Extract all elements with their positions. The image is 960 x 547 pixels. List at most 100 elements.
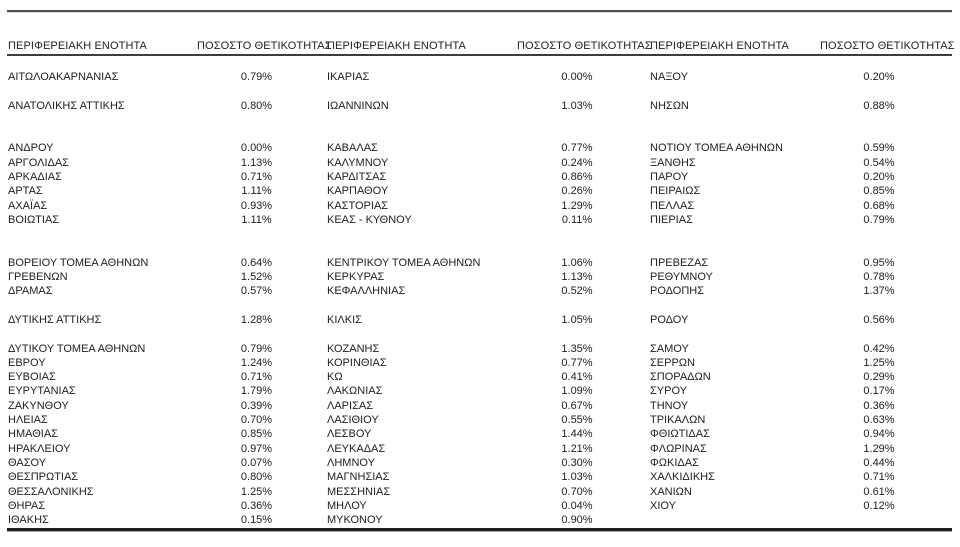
positivity-value-cell: 1.09% xyxy=(561,385,593,398)
region-name-cell: ΠΑΡΟΥ xyxy=(650,171,689,184)
positivity-value-cell: 1.13% xyxy=(240,156,273,169)
positivity-value-cell: 0.39% xyxy=(240,399,273,412)
region-name-cell: ΜΥΚΟΝΟΥ xyxy=(327,514,383,527)
positivity-value-cell: 0.17% xyxy=(863,385,895,398)
table-row: ΑΧΑΪΑΣ 0.93% ΚΑΣΤΟΡΙΑΣ 1.29% ΠΕΛΛΑΣ 0.68% xyxy=(7,199,952,213)
region-name-cell: ΚΟΡΙΝΘΙΑΣ xyxy=(327,356,387,369)
positivity-value-cell: 0.71% xyxy=(240,371,273,384)
region-name-cell: ΚΑΒΑΛΑΣ xyxy=(327,142,378,155)
table-row: ΙΘΑΚΗΣ 0.15% ΜΥΚΟΝΟΥ 0.90% xyxy=(7,514,952,528)
positivity-value-cell: 0.80% xyxy=(240,99,273,112)
positivity-value-cell: 1.11% xyxy=(241,213,272,226)
positivity-value-cell: 0.78% xyxy=(863,271,895,284)
positivity-value-cell: 0.85% xyxy=(240,428,273,441)
positivity-value-cell: 0.00% xyxy=(561,70,593,83)
region-name-cell: ΠΙΕΡΙΑΣ xyxy=(650,213,693,226)
positivity-table: ΠΕΡΙΦΕΡΕΙΑΚΗ ΕΝΟΤΗΤΑ ΠΟΣΟΣΤΟ ΘΕΤΙΚΟΤΗΤΑΣ… xyxy=(7,10,955,532)
region-name-cell: ΚΕΡΚΥΡΑΣ xyxy=(327,271,385,284)
region-name-cell: ΠΕΛΛΑΣ xyxy=(650,199,695,212)
region-name-cell: ΙΘΑΚΗΣ xyxy=(8,514,49,527)
positivity-value-cell: 1.29% xyxy=(561,199,593,212)
positivity-value-cell: 0.86% xyxy=(561,171,593,184)
table-row: ΘΗΡΑΣ 0.36% ΜΗΛΟΥ 0.04% ΧΙΟΥ 0.12% xyxy=(7,499,952,513)
region-name-cell: ΚΑΣΤΟΡΙΑΣ xyxy=(327,199,389,212)
region-name-cell: ΙΚΑΡΙΑΣ xyxy=(327,70,370,83)
positivity-value-cell: 0.77% xyxy=(561,142,593,155)
region-name-cell: ΠΕΙΡΑΙΩΣ xyxy=(650,185,701,198)
positivity-value-cell: 1.28% xyxy=(240,313,273,326)
region-name-cell: ΑΙΤΩΛΟΑΚΑΡΝΑΝΙΑΣ xyxy=(8,70,119,83)
positivity-value-cell: 0.79% xyxy=(863,213,895,226)
region-name-cell: ΦΛΩΡΙΝΑΣ xyxy=(650,442,707,455)
positivity-value-cell: 0.68% xyxy=(863,199,895,212)
positivity-value-cell: 0.79% xyxy=(240,70,273,83)
region-name-cell: ΜΗΛΟΥ xyxy=(327,499,367,512)
region-name-cell: ΣΕΡΡΩΝ xyxy=(650,356,695,369)
positivity-value-cell: 0.20% xyxy=(863,171,895,184)
positivity-value-cell: 0.36% xyxy=(240,499,273,512)
positivity-value-cell: 0.71% xyxy=(863,471,895,484)
positivity-value-cell: 0.52% xyxy=(561,285,593,298)
spacer-row xyxy=(7,228,952,242)
region-name-cell: ΡΟΔΟΠΗΣ xyxy=(650,285,705,298)
positivity-value-cell: 0.85% xyxy=(863,185,895,198)
region-name-cell: ΛΕΣΒΟΥ xyxy=(327,428,372,441)
region-name-cell: ΒΟΙΩΤΙΑΣ xyxy=(8,213,60,226)
positivity-value-cell: 0.42% xyxy=(863,342,895,355)
positivity-value-cell: 0.79% xyxy=(240,342,273,355)
positivity-value-cell: 0.20% xyxy=(863,70,895,83)
positivity-value-cell: 1.06% xyxy=(561,256,593,269)
region-name-cell: ΘΗΡΑΣ xyxy=(8,499,46,512)
region-name-cell: ΒΟΡΕΙΟΥ ΤΟΜΕΑ ΑΘΗΝΩΝ xyxy=(8,256,149,269)
table-row: ΑΝΑΤΟΛΙΚΗΣ ΑΤΤΙΚΗΣ 0.80% ΙΩΑΝΝΙΝΩΝ 1.03% ΝΗΣ… xyxy=(7,99,952,113)
region-name-cell: ΑΝΑΤΟΛΙΚΗΣ ΑΤΤΙΚΗΣ xyxy=(8,99,125,112)
positivity-value-cell: 1.37% xyxy=(863,285,895,298)
positivity-value-cell: 1.79% xyxy=(240,385,273,398)
region-name-cell: ΤΡΙΚΑΛΩΝ xyxy=(650,414,706,427)
positivity-value-cell: 0.57% xyxy=(240,285,273,298)
positivity-value-cell: 1.11% xyxy=(241,185,272,198)
positivity-value-cell: 0.94% xyxy=(863,428,895,441)
positivity-value-cell: 0.77% xyxy=(561,356,593,369)
region-name-cell: ΑΡΚΑΔΙΑΣ xyxy=(8,171,62,184)
region-name-cell: ΦΘΙΩΤΙΔΑΣ xyxy=(650,428,710,441)
table-row: ΔΥΤΙΚΗΣ ΑΤΤΙΚΗΣ 1.28% ΚΙΛΚΙΣ 1.05% ΡΟΔΟΥ 0.56… xyxy=(7,313,952,327)
positivity-value-cell: 0.80% xyxy=(240,471,273,484)
table-row: ΕΥΒΟΙΑΣ 0.71% ΚΩ 0.41% ΣΠΟΡΑΔΩΝ 0.29% xyxy=(7,371,952,385)
column-header-positivity-2: ΠΟΣΟΣΤΟ ΘΕΤΙΚΟΤΗΤΑΣ xyxy=(517,40,652,52)
region-name-cell: ΓΡΕΒΕΝΩΝ xyxy=(8,271,68,284)
spacer-row xyxy=(7,328,952,342)
positivity-value-cell: 0.93% xyxy=(240,199,273,212)
spacer-row xyxy=(7,127,952,141)
table-row: ΓΡΕΒΕΝΩΝ 1.52% ΚΕΡΚΥΡΑΣ 1.13% ΡΕΘΥΜΝΟΥ 0.78% xyxy=(7,270,952,284)
positivity-value-cell: 0.55% xyxy=(561,414,593,427)
positivity-value-cell: 0.63% xyxy=(863,414,895,427)
positivity-value-cell: 0.67% xyxy=(561,399,593,412)
positivity-value-cell: 0.61% xyxy=(863,485,895,498)
region-name-cell: ΜΕΣΣΗΝΙΑΣ xyxy=(327,485,391,498)
positivity-value-cell: 1.25% xyxy=(240,485,273,498)
spacer-row xyxy=(7,56,952,70)
positivity-value-cell: 1.25% xyxy=(863,356,895,369)
positivity-value-cell: 0.88% xyxy=(863,99,895,112)
positivity-value-cell: 0.56% xyxy=(863,313,895,326)
region-name-cell: ΔΥΤΙΚΗΣ ΑΤΤΙΚΗΣ xyxy=(8,313,102,326)
spacer-row xyxy=(7,299,952,313)
column-header-region-1: ΠΕΡΙΦΕΡΕΙΑΚΗ ΕΝΟΤΗΤΑ xyxy=(8,40,147,52)
positivity-value-cell: 0.59% xyxy=(863,142,895,155)
positivity-value-cell: 0.04% xyxy=(561,499,593,512)
spacer-row xyxy=(7,113,952,127)
positivity-value-cell: 0.41% xyxy=(561,371,593,384)
positivity-value-cell: 0.11% xyxy=(561,213,593,226)
region-name-cell: ΜΑΓΝΗΣΙΑΣ xyxy=(327,471,390,484)
table-row: ΘΕΣΣΑΛΟΝΙΚΗΣ 1.25% ΜΕΣΣΗΝΙΑΣ 0.70% ΧΑΝΙΩΝ 0.6… xyxy=(7,485,952,499)
table-row: ΕΒΡΟΥ 1.24% ΚΟΡΙΝΘΙΑΣ 0.77% ΣΕΡΡΩΝ 1.25% xyxy=(7,356,952,370)
positivity-value-cell: 0.97% xyxy=(240,442,273,455)
positivity-value-cell: 0.36% xyxy=(863,399,895,412)
bottom-border-line xyxy=(7,527,952,532)
positivity-value-cell: 0.07% xyxy=(240,456,273,469)
column-header-region-3: ΠΕΡΙΦΕΡΕΙΑΚΗ ΕΝΟΤΗΤΑ xyxy=(650,40,789,52)
region-name-cell: ΕΥΒΟΙΑΣ xyxy=(8,371,56,384)
positivity-value-cell: 0.24% xyxy=(561,156,593,169)
positivity-value-cell: 1.05% xyxy=(561,313,593,326)
